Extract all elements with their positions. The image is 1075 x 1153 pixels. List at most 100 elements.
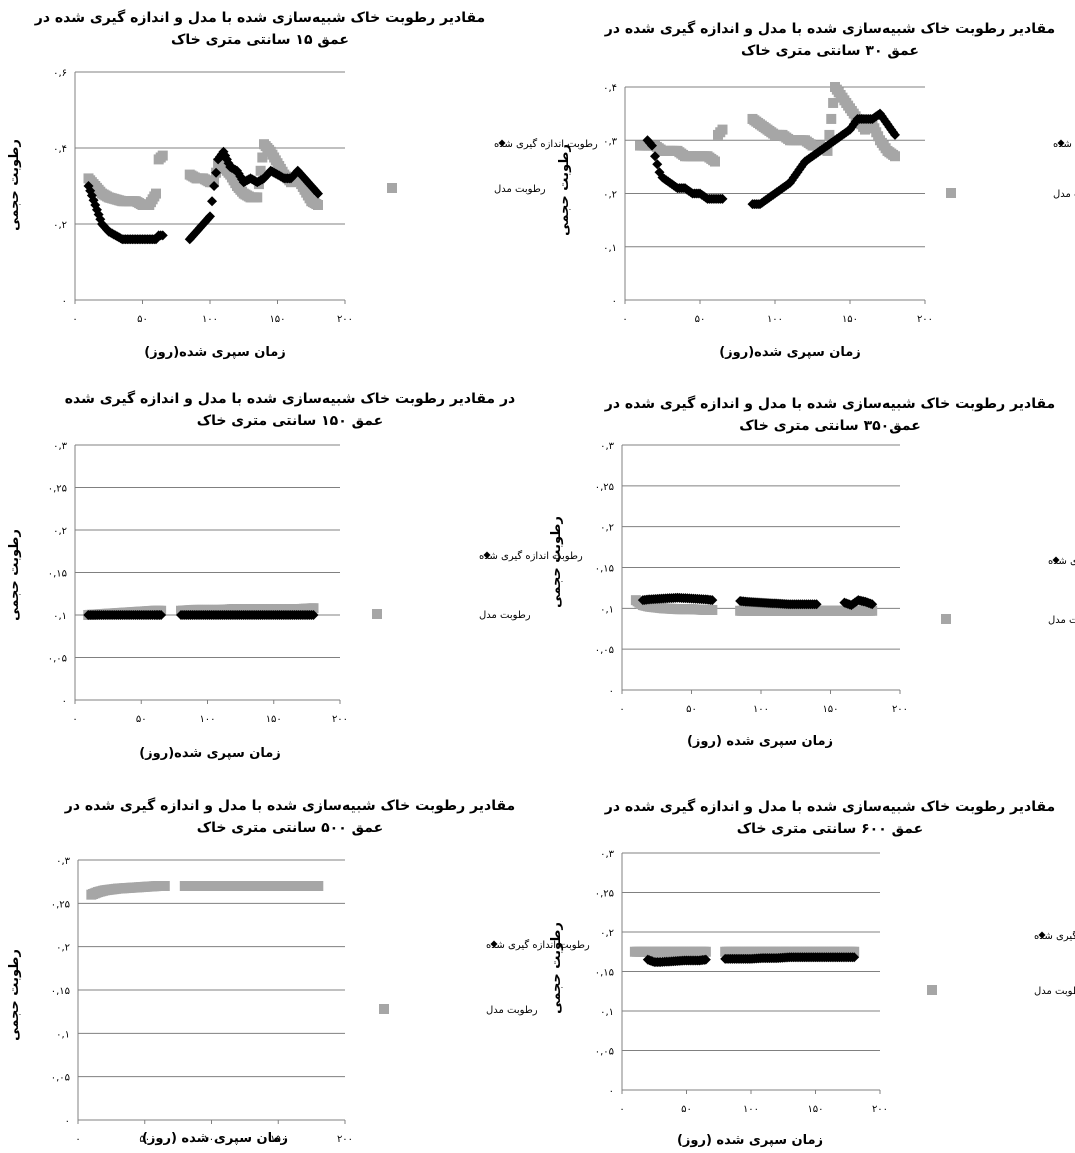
legend-label: رطوبت مدل <box>494 184 546 195</box>
x-tick-label: ۱۵۰ <box>807 1104 823 1115</box>
y-tick-label: ۰,۳ <box>600 849 615 860</box>
y-tick-label: ۰,۳ <box>53 441 68 452</box>
y-axis-label: رطوبت حجمی <box>7 139 22 231</box>
legend-label: رطوبت مدل <box>1053 189 1075 200</box>
chart-title: عمق ۱۵۰ سانتی متری خاک <box>197 413 383 429</box>
data-point <box>890 151 900 162</box>
x-tick-label: ۱۵۰ <box>822 704 838 715</box>
legend-label: رطوبت اندازه گیری شده <box>479 550 583 562</box>
y-tick-label: ۰,۲ <box>600 523 614 534</box>
legend-marker <box>946 188 956 198</box>
legend-marker <box>483 551 491 559</box>
data-point <box>867 599 878 610</box>
x-tick-label: ۱۰۰ <box>199 714 215 725</box>
data-point <box>313 188 323 199</box>
data-point <box>890 129 900 140</box>
x-tick-label: ۵۰ <box>137 314 148 325</box>
x-tick-label: ۲۰۰ <box>917 314 933 325</box>
data-point <box>255 165 266 176</box>
legend-label: رطوبت مدل <box>486 1005 538 1016</box>
data-point <box>151 188 161 199</box>
y-tick-label: ۰,۲ <box>603 190 617 201</box>
y-tick-label: ۰,۲۵ <box>595 889 614 900</box>
y-tick-label: ۰,۲ <box>53 220 67 231</box>
x-axis-label: زمان سپری شده(روز) <box>144 345 286 360</box>
y-tick-label: ۰,۲ <box>53 526 67 537</box>
data-point <box>710 156 720 167</box>
data-point <box>308 603 319 614</box>
series-model <box>635 82 900 167</box>
legend-marker <box>927 985 937 995</box>
data-point <box>209 181 220 191</box>
y-tick-label: ۰,۲۵ <box>595 482 614 493</box>
x-tick-label: ۵۰ <box>136 714 147 725</box>
legend-item-measured: رطوبت اندازه گیری شده <box>1034 930 1075 942</box>
y-tick-label: ۰,۱ <box>603 243 617 254</box>
legend-marker <box>379 1004 389 1014</box>
x-tick-label: ۲۰۰ <box>332 714 348 725</box>
y-tick-label: ۰,۲۵ <box>51 899 70 910</box>
data-point <box>652 159 663 170</box>
x-tick-label: ۲۰۰ <box>337 1134 353 1145</box>
chart-title: مقادیر رطوبت خاک شبیه‌سازی شده با مدل و … <box>604 20 1055 37</box>
legend-label: رطوبت مدل <box>1034 986 1075 997</box>
x-tick-label: ۰ <box>619 1104 624 1115</box>
data-point <box>822 145 833 156</box>
series-measured <box>642 952 860 968</box>
legend-marker <box>1038 931 1046 939</box>
y-tick-label: ۰ <box>609 1086 614 1097</box>
chart-title: عمق ۱۵ سانتی متری خاک <box>171 32 349 48</box>
y-tick-label: ۰,۱ <box>56 1029 70 1040</box>
x-tick-label: ۱۰۰ <box>202 314 218 325</box>
data-point <box>707 595 718 606</box>
y-axis-label: رطوبت حجمی <box>7 529 22 621</box>
y-tick-label: ۰,۳ <box>603 136 618 147</box>
y-tick-label: ۰ <box>609 686 614 697</box>
x-tick-label: ۱۵۰ <box>269 314 285 325</box>
legend-item-model: رطوبت مدل <box>941 614 1075 626</box>
chart-title: مقادیر رطوبت خاک شبیه‌سازی شده با مدل و … <box>34 9 485 26</box>
y-tick-label: ۰,۱ <box>53 611 67 622</box>
y-axis-label: رطوبت حجمی <box>549 516 564 608</box>
legend-label: رطوبت اندازه گیری شده <box>494 138 598 150</box>
y-tick-label: ۰,۲ <box>600 928 614 939</box>
series-model <box>629 946 860 957</box>
legend-item-measured: رطوبت اندازه گیری شده <box>479 550 583 562</box>
y-tick-label: ۰,۶ <box>53 68 67 79</box>
x-axis-label: زمان سپری شده(روز) <box>719 345 861 360</box>
x-tick-label: ۵۰ <box>695 314 706 325</box>
x-tick-label: ۰ <box>75 1134 80 1145</box>
chart-1: مقادیر رطوبت خاک شبیه‌سازی شده با مدل و … <box>7 9 598 360</box>
chart-title: عمق ۶۰۰ سانتی متری خاک <box>737 821 923 837</box>
y-tick-label: ۰,۱۵ <box>595 968 614 979</box>
data-point <box>159 881 170 891</box>
y-tick-label: ۰,۳ <box>56 856 71 867</box>
x-tick-label: ۱۵۰ <box>270 1134 286 1145</box>
x-tick-label: ۵۰ <box>139 1134 150 1145</box>
data-point <box>849 946 860 957</box>
data-point <box>700 946 711 957</box>
data-point <box>826 113 837 124</box>
y-tick-label: ۰ <box>612 296 617 307</box>
x-tick-label: ۲۰۰ <box>892 704 908 715</box>
y-tick-label: ۰,۳ <box>600 441 615 452</box>
data-point <box>650 151 660 162</box>
data-point <box>707 604 718 615</box>
data-point <box>717 124 728 135</box>
y-tick-label: ۰,۱۵ <box>595 564 614 575</box>
x-tick-label: ۱۰۰ <box>767 314 783 325</box>
y-tick-label: ۰,۲۵ <box>48 484 67 495</box>
legend-label: رطوبت مدل <box>479 610 531 621</box>
x-tick-label: ۵۰ <box>686 704 697 715</box>
series-model <box>83 139 323 210</box>
y-tick-label: ۰,۴ <box>53 144 67 155</box>
legend-marker <box>941 614 951 624</box>
data-point <box>717 193 728 204</box>
chart-2: مقادیر رطوبت خاک شبیه‌سازی شده با مدل و … <box>557 20 1075 360</box>
y-axis-label: رطوبت حجمی <box>7 949 22 1041</box>
chart-title: عمق ۳۰ سانتی متری خاک <box>741 43 919 59</box>
y-tick-label: ۰,۰۵ <box>595 1047 614 1058</box>
data-point <box>257 152 268 163</box>
data-point <box>313 200 323 210</box>
